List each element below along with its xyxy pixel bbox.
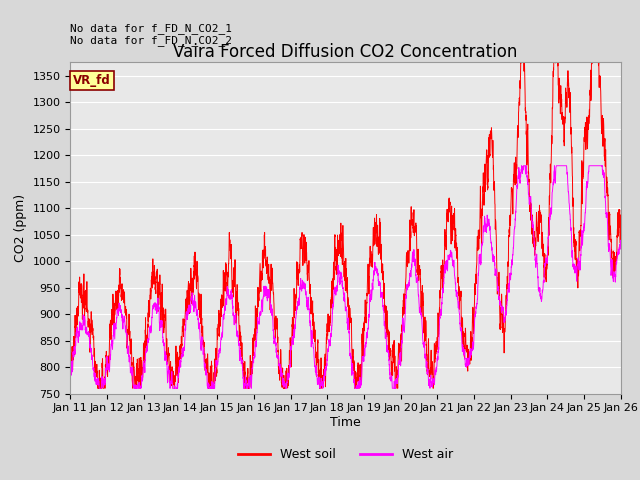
West soil: [298, 233, 306, 239]
Text: No data for f_FD_N_CO2_1
No data for f_FD_N_CO2_2: No data for f_FD_N_CO2_1 No data for f_F…: [70, 23, 232, 46]
West air: [67, 370, 74, 375]
West air: [328, 320, 336, 325]
West soil: [617, 212, 625, 218]
West air: [95, 385, 103, 391]
West soil: [516, 60, 524, 65]
Line: West air: West air: [70, 166, 621, 388]
West soil: [573, 256, 580, 262]
West air: [518, 163, 525, 168]
West soil: [328, 295, 336, 301]
West soil: [302, 240, 310, 245]
West air: [600, 170, 608, 176]
West soil: [600, 137, 608, 143]
West air: [573, 278, 580, 284]
X-axis label: Time: Time: [330, 416, 361, 429]
Line: West soil: West soil: [70, 62, 621, 388]
West air: [298, 284, 306, 289]
Text: VR_fd: VR_fd: [74, 73, 111, 86]
Title: Vaira Forced Diffusion CO2 Concentration: Vaira Forced Diffusion CO2 Concentration: [173, 43, 518, 61]
West air: [617, 243, 625, 249]
Legend: West soil, West air: West soil, West air: [234, 443, 458, 466]
West soil: [94, 385, 102, 391]
West air: [467, 351, 474, 357]
West soil: [67, 361, 74, 367]
West soil: [467, 343, 474, 348]
West air: [302, 290, 310, 296]
Y-axis label: CO2 (ppm): CO2 (ppm): [14, 194, 27, 262]
